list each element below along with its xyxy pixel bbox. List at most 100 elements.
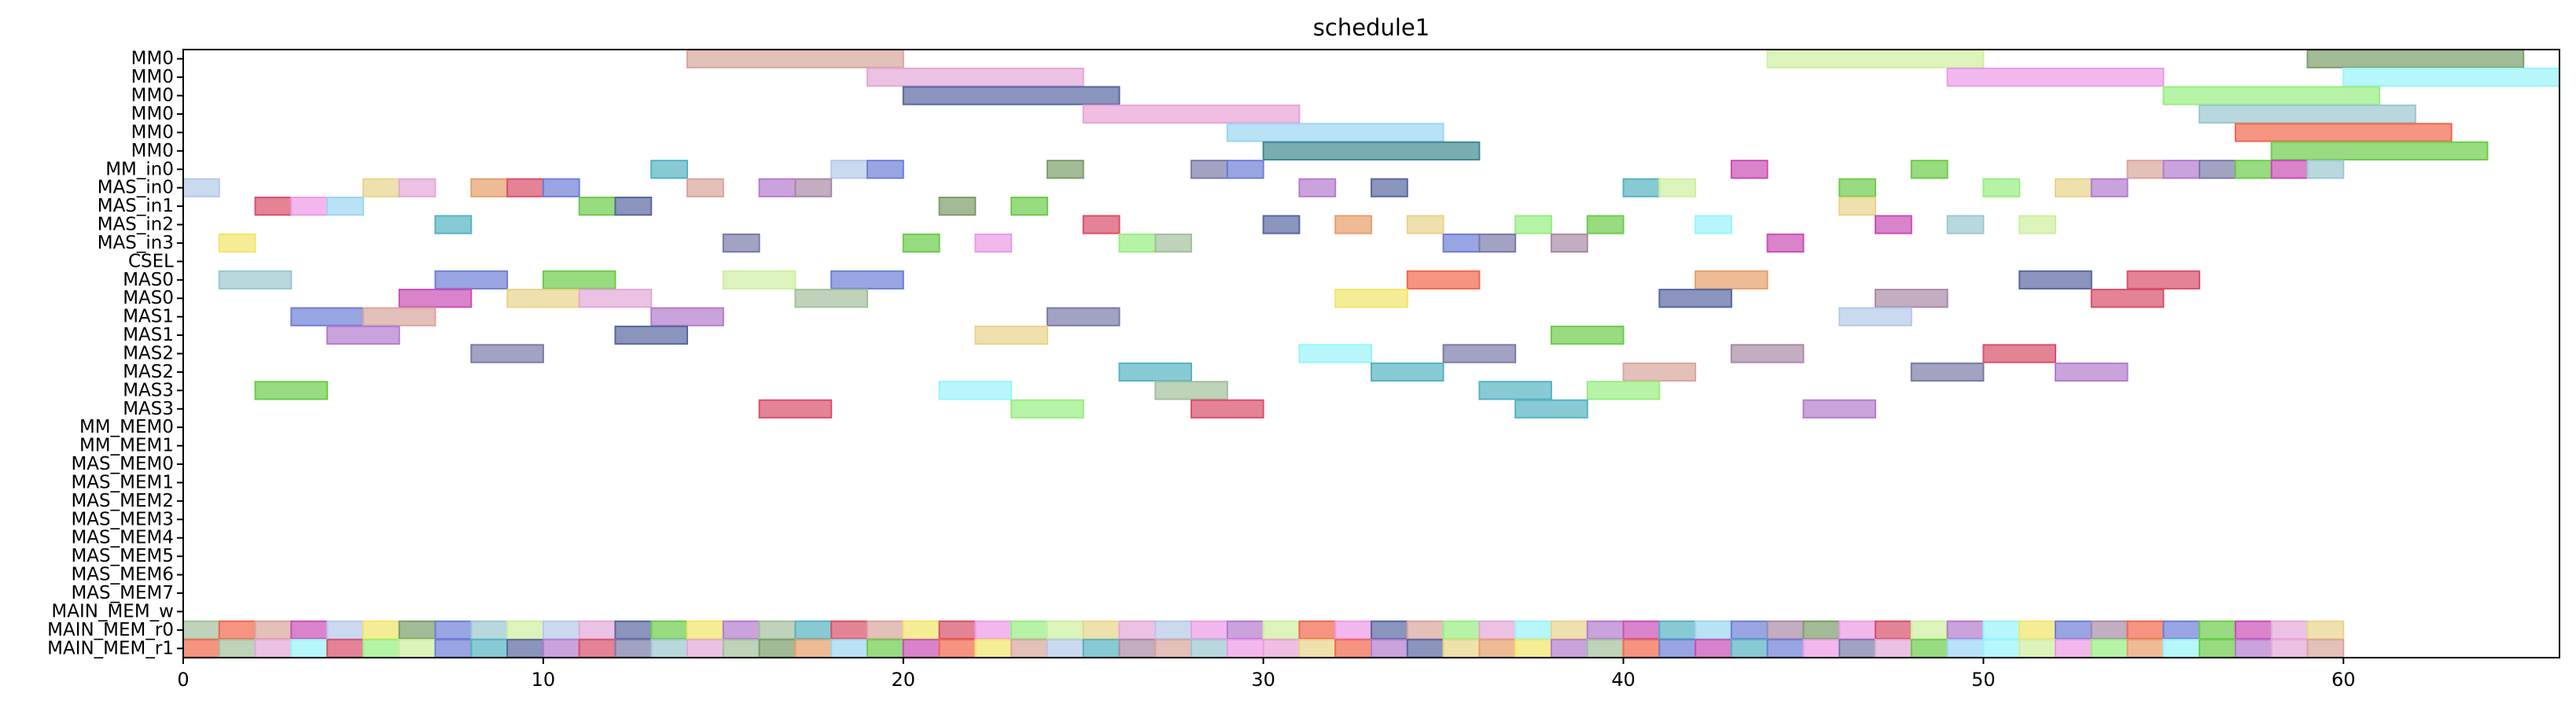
x-tick-label: 30 bbox=[1251, 669, 1275, 691]
task-bar bbox=[362, 620, 400, 640]
task-bar bbox=[218, 620, 256, 640]
task-bar bbox=[794, 289, 868, 308]
task-bar bbox=[902, 620, 940, 640]
task-bar bbox=[758, 620, 797, 640]
task-bar bbox=[938, 196, 977, 216]
task-bar bbox=[1875, 215, 1912, 234]
task-bar bbox=[398, 620, 436, 640]
y-tick-label: MAS1 bbox=[123, 325, 174, 345]
task-bar bbox=[362, 178, 400, 197]
task-bar bbox=[614, 620, 653, 640]
task-bar bbox=[758, 639, 797, 658]
y-tick-label: MAS0 bbox=[123, 288, 174, 308]
y-tick-label: MM_in0 bbox=[105, 159, 174, 179]
task-bar bbox=[650, 620, 689, 640]
task-bar bbox=[1298, 639, 1337, 658]
y-tick-label: MAIN_MEM_r1 bbox=[47, 638, 174, 658]
task-bar bbox=[650, 639, 689, 658]
task-bar bbox=[2054, 178, 2092, 197]
task-bar bbox=[362, 307, 436, 326]
x-tick-label: 20 bbox=[891, 669, 915, 691]
task-bar bbox=[218, 270, 293, 289]
y-tick-label: MAS_MEM0 bbox=[71, 454, 174, 474]
task-bar bbox=[470, 178, 509, 197]
y-tick-label: MAS3 bbox=[123, 380, 174, 400]
task-bar bbox=[1910, 362, 1985, 382]
task-bar bbox=[1586, 215, 1625, 234]
task-bar bbox=[1730, 160, 1768, 179]
task-bar bbox=[2306, 639, 2345, 658]
task-bar bbox=[2306, 160, 2345, 179]
task-bar bbox=[1875, 289, 1949, 308]
task-bar bbox=[1982, 178, 2021, 197]
task-bar bbox=[1478, 381, 1552, 400]
task-bar bbox=[1226, 639, 1264, 658]
x-tick-label: 40 bbox=[1611, 669, 1636, 691]
task-bar bbox=[2018, 620, 2056, 640]
task-bar bbox=[1946, 639, 1985, 658]
task-bar bbox=[218, 233, 256, 253]
task-bar bbox=[398, 178, 436, 197]
task-bar bbox=[506, 178, 544, 197]
task-bar bbox=[1695, 215, 1732, 234]
task-bar bbox=[2162, 86, 2381, 105]
task-bar bbox=[1118, 233, 1157, 253]
task-bar bbox=[2270, 639, 2309, 658]
task-bar bbox=[902, 86, 1121, 105]
task-bar bbox=[1082, 215, 1121, 234]
x-tick-label: 10 bbox=[532, 669, 556, 691]
task-bar bbox=[1622, 362, 1697, 382]
task-bar bbox=[2126, 160, 2165, 179]
task-bar bbox=[2234, 123, 2453, 142]
task-bar bbox=[1226, 123, 1444, 142]
y-tick-label: MAS_in0 bbox=[98, 178, 174, 198]
y-tick-label: MAIN_MEM_r0 bbox=[47, 620, 174, 640]
task-bar bbox=[1622, 639, 1661, 658]
task-bar bbox=[1226, 620, 1264, 640]
task-bar bbox=[2199, 160, 2236, 179]
task-bar bbox=[1802, 399, 1877, 419]
task-bar bbox=[1118, 362, 1193, 382]
task-bar bbox=[830, 639, 868, 658]
task-bar bbox=[362, 639, 400, 658]
y-tick-label: MAS_MEM4 bbox=[71, 528, 174, 548]
y-tick-label: MAS_in3 bbox=[98, 233, 174, 253]
task-bar bbox=[1514, 215, 1552, 234]
task-bar bbox=[938, 620, 977, 640]
bars-layer bbox=[182, 49, 2561, 658]
task-bar bbox=[1695, 270, 1768, 289]
task-bar bbox=[1658, 620, 1697, 640]
task-bar bbox=[1442, 344, 1517, 363]
y-tick-label: MM_MEM1 bbox=[79, 436, 174, 456]
task-bar bbox=[2090, 178, 2129, 197]
task-bar bbox=[326, 620, 364, 640]
task-bar bbox=[2054, 620, 2092, 640]
task-bar bbox=[686, 620, 724, 640]
task-bar bbox=[1298, 344, 1373, 363]
y-tick-label: MAIN_MEM_w bbox=[51, 601, 174, 621]
task-bar bbox=[1190, 399, 1264, 419]
task-bar bbox=[506, 639, 544, 658]
task-bar bbox=[2306, 49, 2525, 68]
task-bar bbox=[578, 196, 616, 216]
task-bar bbox=[1046, 307, 1121, 326]
task-bar bbox=[1154, 233, 1193, 253]
task-bar bbox=[614, 196, 653, 216]
task-bar bbox=[1982, 620, 2021, 640]
task-bar bbox=[722, 233, 760, 253]
task-bar bbox=[1730, 620, 1768, 640]
task-bar bbox=[1622, 178, 1661, 197]
task-bar bbox=[1190, 639, 1228, 658]
y-tick-label: MAS_MEM3 bbox=[71, 509, 174, 529]
task-bar bbox=[1622, 620, 1661, 640]
task-bar bbox=[578, 639, 616, 658]
task-bar bbox=[1406, 270, 1481, 289]
task-bar bbox=[290, 196, 329, 216]
task-bar bbox=[326, 325, 400, 345]
task-bar bbox=[2018, 639, 2056, 658]
task-bar bbox=[1190, 160, 1228, 179]
task-bar bbox=[614, 325, 689, 345]
task-bar bbox=[1766, 49, 1985, 68]
task-bar bbox=[1010, 399, 1084, 419]
